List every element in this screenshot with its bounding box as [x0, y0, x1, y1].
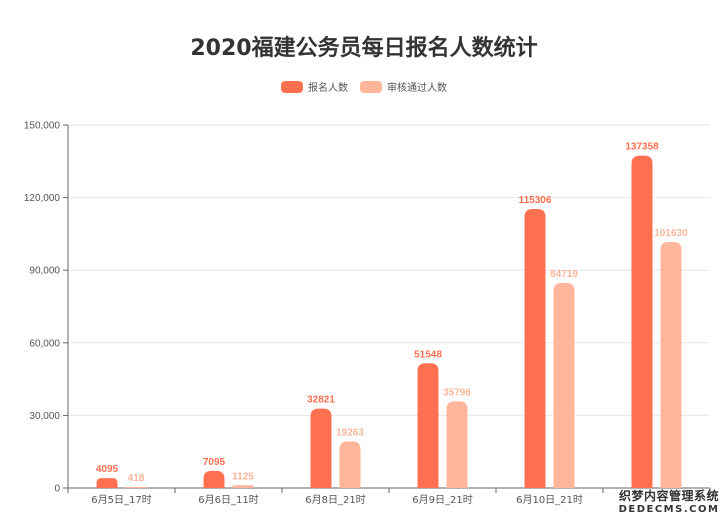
bar-approved: [553, 282, 575, 488]
y-tick-label: 120,000: [24, 193, 61, 204]
data-label-approved: 19263: [336, 427, 364, 438]
bar-approved: [339, 441, 361, 488]
data-label-registrations: 115306: [519, 195, 552, 206]
legend-swatch-registrations: [281, 80, 303, 93]
watermark-text-en: DEDECMS.COM: [618, 504, 720, 515]
data-label-registrations: 51548: [414, 349, 442, 360]
legend-label-approved: 审核通过人数: [387, 83, 447, 94]
bar-approved: [232, 485, 254, 488]
bar-registrations: [631, 155, 653, 489]
bar-registrations: [524, 208, 546, 488]
bar-approved: [660, 242, 682, 488]
bar-registrations: [96, 478, 118, 488]
legend-item-approved[interactable]: 审核通过人数: [360, 79, 447, 94]
bar-approved: [125, 486, 147, 488]
y-tick-label: 0: [54, 484, 60, 495]
x-tick-label: 6月9日_21时: [412, 494, 472, 506]
bar-registrations: [203, 470, 225, 488]
data-label-registrations: 137358: [625, 142, 659, 153]
data-label-registrations: 32821: [307, 395, 335, 406]
data-label-approved: 35796: [443, 387, 471, 398]
y-tick-label: 30,000: [29, 411, 60, 422]
bar-registrations: [417, 363, 439, 488]
bar-approved: [446, 401, 468, 488]
data-label-approved: 418: [128, 473, 145, 484]
legend-swatch-approved: [360, 80, 382, 93]
legend-label-registrations: 报名人数: [308, 83, 348, 94]
data-label-registrations: 7095: [203, 457, 226, 468]
data-label-approved: 101630: [654, 228, 688, 239]
y-tick-label: 90,000: [29, 266, 60, 277]
y-tick-label: 150,000: [24, 121, 61, 132]
y-tick-label: 60,000: [29, 338, 60, 349]
x-tick-label: 6月8日_21时: [305, 494, 365, 506]
x-tick-label: 6月6日_11时: [198, 494, 258, 506]
data-label-approved: 1125: [232, 471, 254, 482]
watermark-text-cn: 织梦内容管理系统: [618, 489, 719, 503]
data-label-approved: 84719: [550, 269, 578, 280]
data-label-registrations: 4095: [96, 464, 119, 475]
chart-title: 2020福建公务员每日报名人数统计: [190, 36, 538, 61]
legend: 报名人数 审核通过人数: [0, 79, 728, 94]
watermark: 织梦内容管理系统 DEDECMS.COM: [614, 487, 724, 515]
legend-item-registrations[interactable]: 报名人数: [281, 79, 348, 94]
x-tick-label: 6月10日_21时: [516, 494, 583, 506]
bar-registrations: [310, 408, 332, 488]
x-tick-label: 6月5日_17时: [91, 494, 151, 506]
